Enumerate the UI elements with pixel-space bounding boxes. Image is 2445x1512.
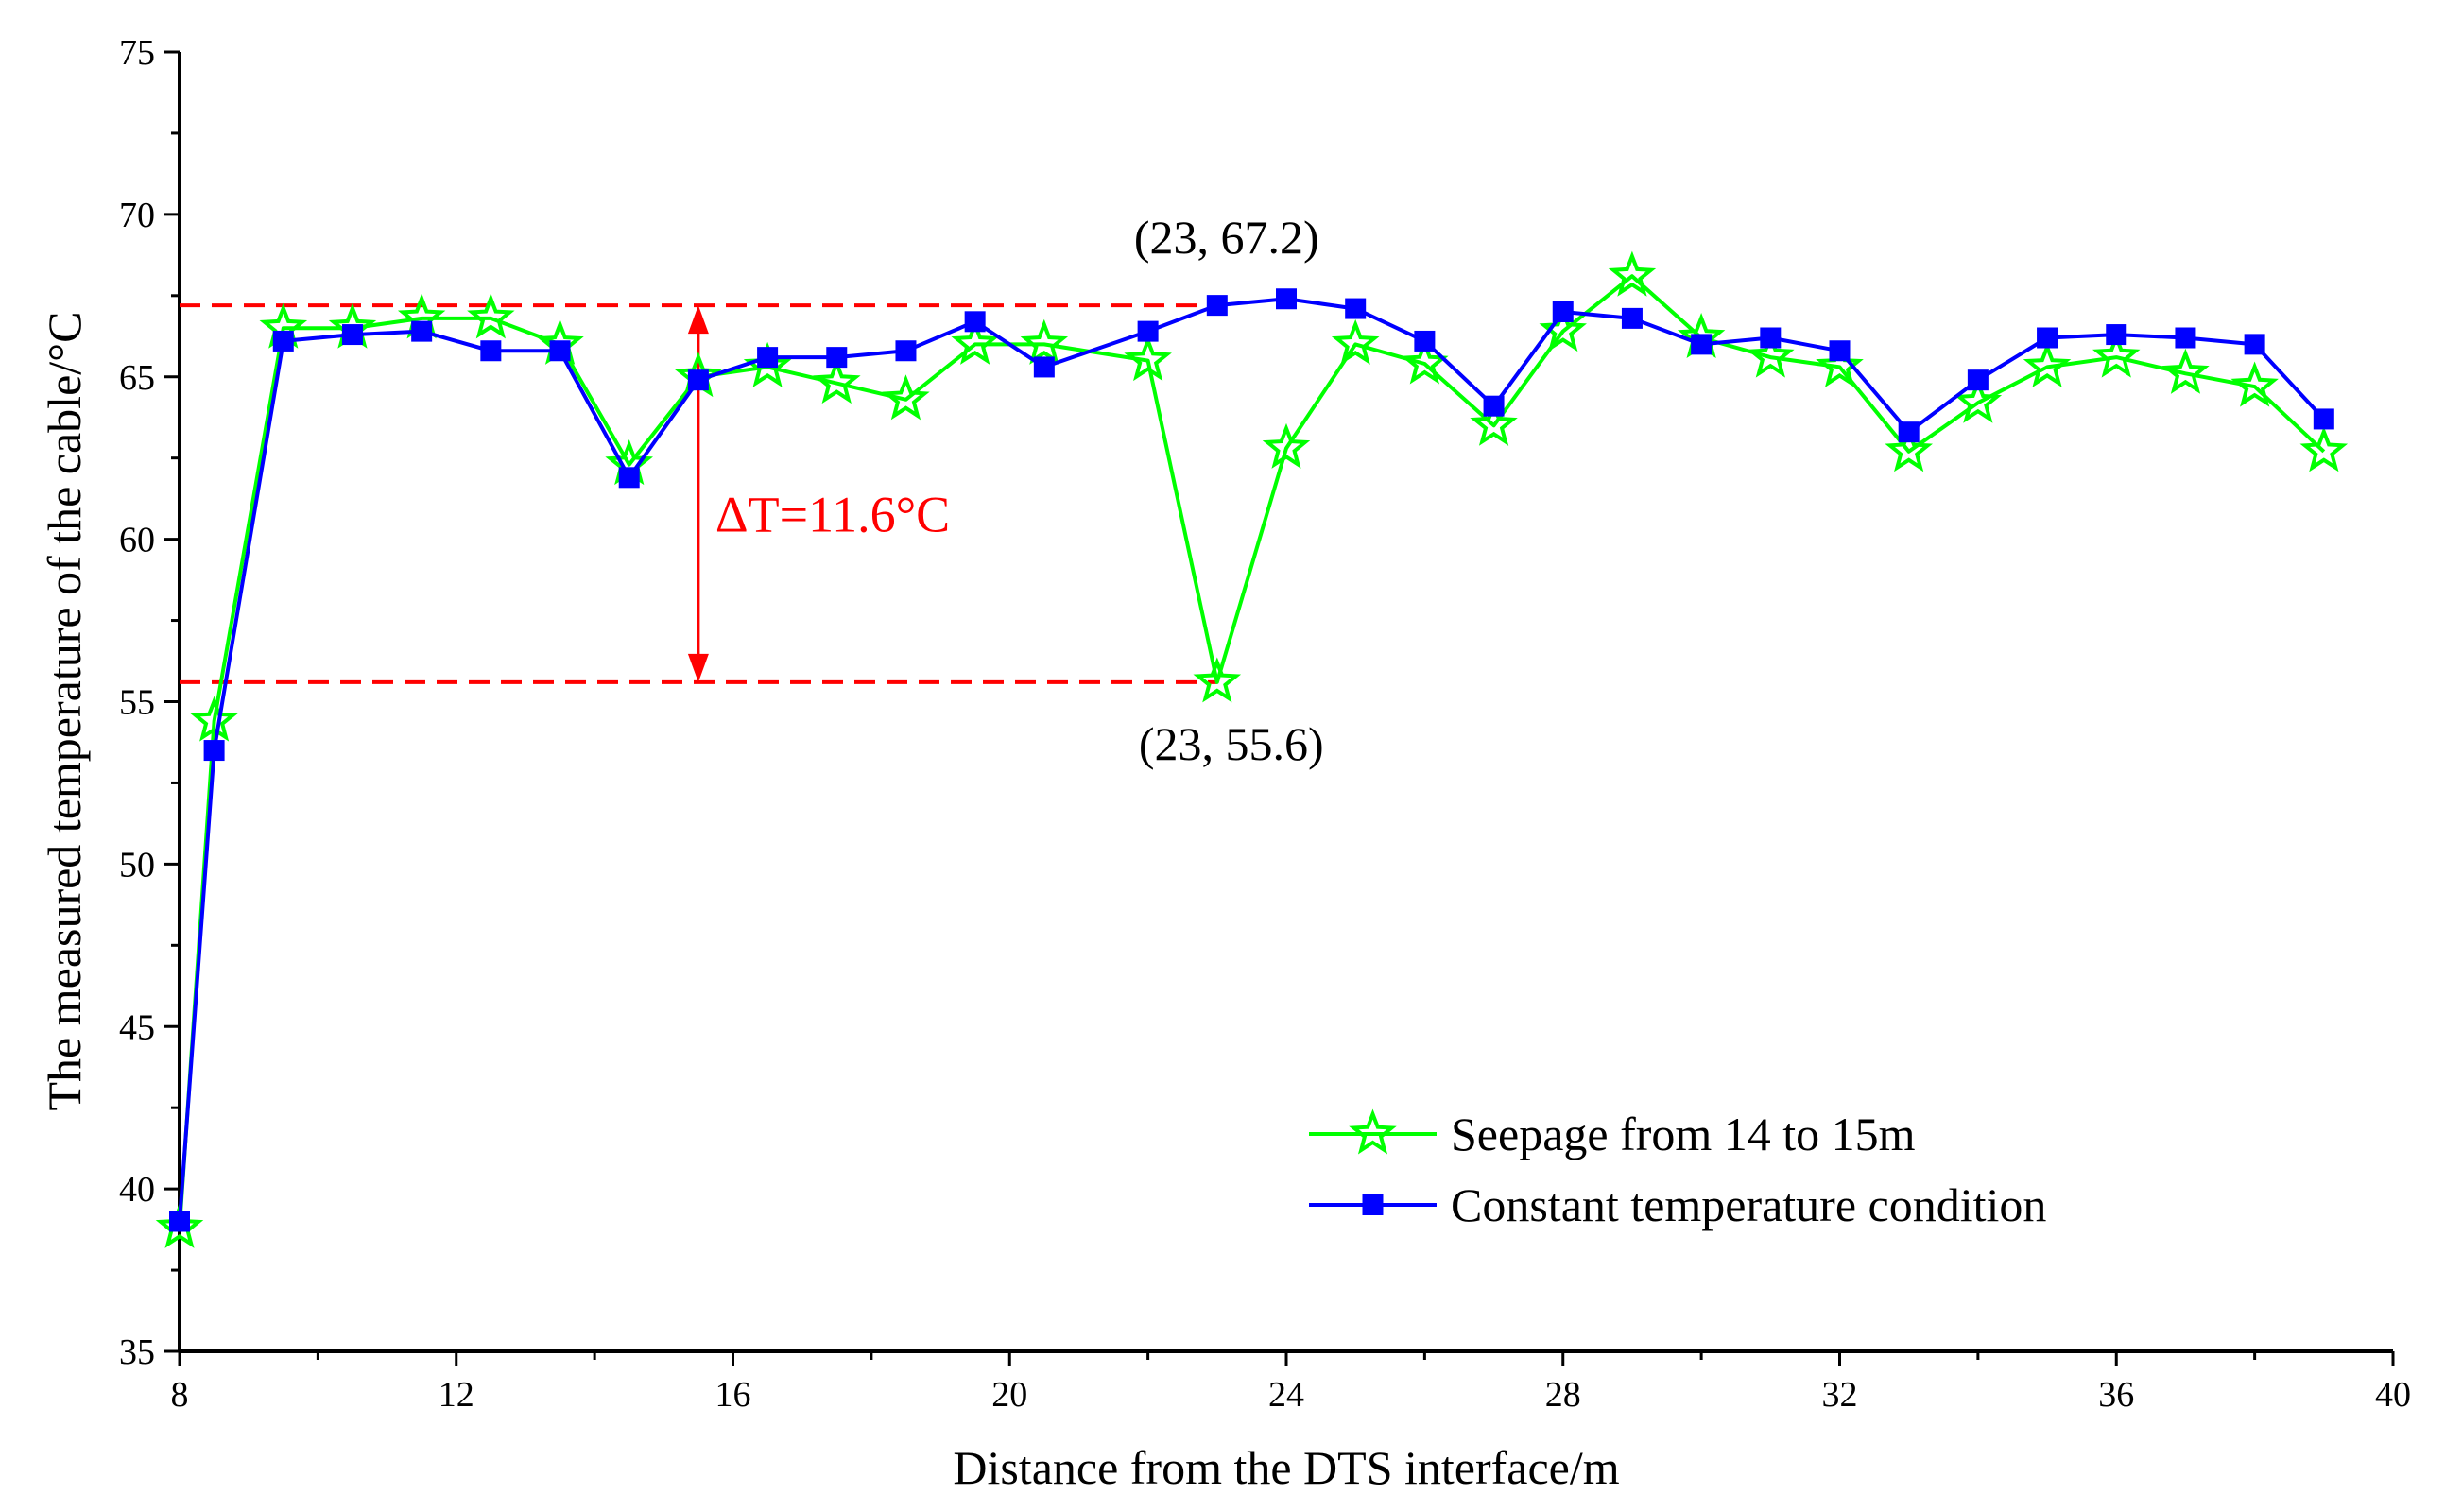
legend-label-constant: Constant temperature condition: [1451, 1178, 2046, 1231]
data-point-star: [190, 696, 238, 742]
data-point-square: [1483, 395, 1505, 417]
data-point-star: [2161, 348, 2210, 394]
y-axis-title: The measured temperature of the cable/°C: [38, 312, 91, 1111]
data-point-star: [1470, 400, 1518, 446]
y-tick-label: 60: [119, 521, 155, 560]
data-point-square: [549, 340, 571, 362]
legend: Seepage from 14 to 15m Constant temperat…: [1309, 1108, 2046, 1231]
data-point-square: [1137, 320, 1159, 342]
x-tick-label: 20: [991, 1375, 1027, 1415]
data-point-square: [618, 467, 640, 489]
data-point-square: [341, 324, 363, 346]
data-point-star: [951, 318, 999, 365]
data-point-square: [826, 347, 848, 369]
axes: 8 12 16 20 24 28 32 36 40 35 40 45 50 55 60 65 70 75: [119, 33, 2411, 1415]
legend-marker-star: [1349, 1108, 1397, 1155]
x-tick-label: 12: [439, 1375, 474, 1415]
data-point-star: [2092, 332, 2141, 378]
data-point-star: [1262, 422, 1311, 469]
data-point-star: [467, 293, 515, 339]
data-point-star: [1020, 318, 1069, 365]
annotation-min-point: (23, 55.6): [1139, 717, 1324, 770]
x-tick-label: 24: [1268, 1375, 1304, 1415]
annotation-delta-t: ΔT=11.6°C: [715, 487, 950, 543]
data-point-square: [1552, 301, 1574, 322]
data-point-star: [882, 374, 930, 421]
series-1: [169, 288, 2334, 1232]
legend-marker-square: [1362, 1194, 1384, 1215]
data-point-square: [1621, 307, 1643, 329]
data-point-star: [1954, 377, 2003, 423]
annotation-max-point: (23, 67.2): [1134, 211, 1319, 264]
data-point-square: [2106, 324, 2127, 346]
data-point-star: [2299, 426, 2349, 472]
data-point-square: [757, 347, 779, 369]
data-point-star: [1331, 318, 1380, 365]
data-point-star: [1401, 338, 1449, 385]
y-tick-label: 65: [119, 358, 155, 398]
data-point-square: [480, 340, 502, 362]
series-0: [155, 250, 2349, 1248]
data-point-square: [1276, 288, 1297, 310]
data-point-square: [1206, 295, 1228, 317]
y-tick-label: 45: [119, 1007, 155, 1047]
data-point-square: [1414, 330, 1436, 352]
data-point-star: [1746, 332, 1795, 378]
data-point-square: [1760, 327, 1782, 349]
data-point-star: [2230, 361, 2279, 407]
x-tick-label: 16: [715, 1375, 751, 1415]
legend-label-seepage: Seepage from 14 to 15m: [1451, 1108, 1916, 1160]
y-tick-label: 40: [119, 1170, 155, 1210]
data-point-star: [1193, 657, 1242, 703]
data-point-square: [1967, 369, 1989, 391]
y-tick-label: 70: [119, 196, 155, 235]
x-tick-label: 28: [1545, 1375, 1581, 1415]
data-point-square: [203, 740, 225, 762]
data-point-square: [895, 340, 917, 362]
data-point-square: [411, 320, 433, 342]
data-point-star: [1608, 250, 1657, 297]
data-point-square: [1829, 340, 1851, 362]
data-point-square: [272, 330, 294, 352]
data-point-square: [687, 369, 709, 391]
x-tick-label: 32: [1822, 1375, 1858, 1415]
series-line: [178, 297, 2326, 1222]
y-tick-label: 55: [119, 683, 155, 723]
data-point-square: [169, 1211, 190, 1232]
data-point-star: [1816, 341, 1864, 387]
data-point-square: [2175, 327, 2196, 349]
y-tick-label: 75: [119, 33, 155, 73]
data-point-square: [1345, 298, 1367, 319]
x-tick-label: 8: [171, 1375, 189, 1415]
data-point-square: [2037, 327, 2058, 349]
delta-arrow-head-down: [687, 653, 709, 682]
data-point-star: [2023, 341, 2072, 387]
data-point-square: [964, 311, 986, 333]
series-layer: [155, 250, 2349, 1248]
delta-arrow-head-up: [687, 305, 709, 335]
y-tick-label: 50: [119, 845, 155, 885]
data-point-square: [2313, 408, 2334, 430]
x-tick-label: 40: [2375, 1375, 2411, 1415]
data-point-star: [813, 358, 861, 404]
data-point-star: [1885, 426, 1934, 472]
data-point-star: [1124, 335, 1172, 382]
x-axis-title: Distance from the DTS interface/m: [953, 1441, 1619, 1494]
data-point-square: [1033, 356, 1055, 378]
data-point-star: [155, 1202, 204, 1248]
data-point-square: [2244, 334, 2265, 355]
x-tick-label: 36: [2098, 1375, 2134, 1415]
data-point-square: [1691, 334, 1713, 355]
data-point-star: [1539, 306, 1587, 352]
data-point-square: [1898, 421, 1920, 443]
y-tick-label: 35: [119, 1332, 155, 1372]
